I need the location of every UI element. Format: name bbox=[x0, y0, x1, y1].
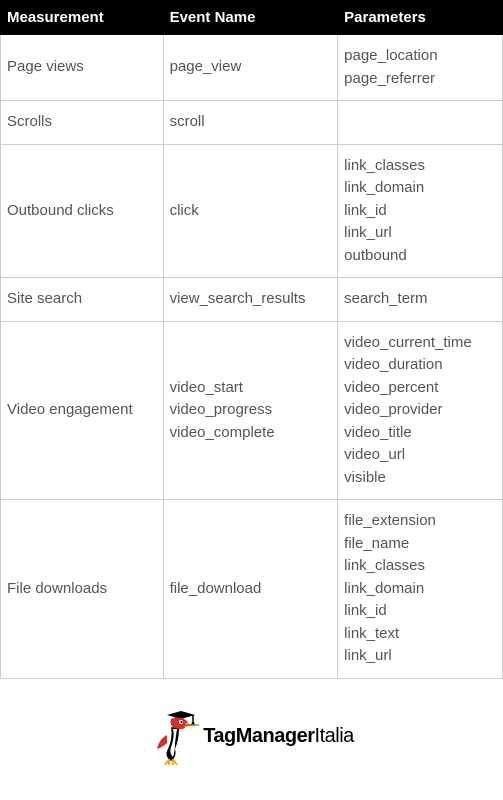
parameter-value: link_domain bbox=[344, 177, 496, 200]
parameter-value: video_percent bbox=[344, 377, 496, 400]
brand-logo: TagManagerItalia bbox=[149, 709, 354, 765]
cell-parameters bbox=[338, 101, 503, 145]
parameter-value: page_location bbox=[344, 45, 496, 68]
cell-parameters: search_term bbox=[338, 278, 503, 322]
event-name-value: file_download bbox=[170, 578, 332, 601]
cell-measurement: Video engagement bbox=[1, 321, 164, 500]
event-name-value: video_complete bbox=[170, 422, 332, 445]
cell-event-name: scroll bbox=[163, 101, 338, 145]
cell-event-name: page_view bbox=[163, 35, 338, 101]
parameter-value: video_url bbox=[344, 444, 496, 467]
cell-parameters: link_classeslink_domainlink_idlink_urlou… bbox=[338, 144, 503, 278]
col-header-measurement: Measurement bbox=[1, 1, 164, 35]
cell-parameters: file_extensionfile_namelink_classeslink_… bbox=[338, 500, 503, 679]
cell-measurement: Page views bbox=[1, 35, 164, 101]
table-row: Page views page_view page_locationpage_ref… bbox=[1, 35, 503, 101]
cell-measurement: Scrolls bbox=[1, 101, 164, 145]
brand-text-light: Italia bbox=[315, 725, 354, 747]
parameter-value: file_name bbox=[344, 533, 496, 556]
table-row: Scrolls scroll bbox=[1, 101, 503, 145]
parameter-value: video_duration bbox=[344, 354, 496, 377]
parameter-value: outbound bbox=[344, 245, 496, 268]
event-name-value: view_search_results bbox=[170, 288, 332, 311]
table-row: File downloads file_download file_extensio… bbox=[1, 500, 503, 679]
parameter-value: link_text bbox=[344, 623, 496, 646]
cell-event-name: click bbox=[163, 144, 338, 278]
table-header-row: Measurement Event Name Parameters bbox=[1, 1, 503, 35]
event-name-value: video_progress bbox=[170, 399, 332, 422]
parameter-value: video_title bbox=[344, 422, 496, 445]
event-name-value: page_view bbox=[170, 56, 332, 79]
cell-measurement: File downloads bbox=[1, 500, 164, 679]
parameter-value: video_provider bbox=[344, 399, 496, 422]
woodpecker-icon bbox=[149, 709, 199, 765]
cell-parameters: video_current_timevideo_durationvideo_pe… bbox=[338, 321, 503, 500]
col-header-event-name: Event Name bbox=[163, 1, 338, 35]
cell-event-name: video_startvideo_progressvideo_complete bbox=[163, 321, 338, 500]
parameter-value: link_id bbox=[344, 600, 496, 623]
parameter-value: file_extension bbox=[344, 510, 496, 533]
cell-event-name: view_search_results bbox=[163, 278, 338, 322]
parameter-value: video_current_time bbox=[344, 332, 496, 355]
brand-text: TagManagerItalia bbox=[203, 725, 354, 748]
event-name-value: click bbox=[170, 200, 332, 223]
table-row: Site search view_search_results search_ter… bbox=[1, 278, 503, 322]
parameter-value: link_domain bbox=[344, 578, 496, 601]
parameter-value: visible bbox=[344, 467, 496, 490]
cell-parameters: page_locationpage_referrer bbox=[338, 35, 503, 101]
brand-text-strong: TagManager bbox=[203, 725, 314, 747]
table-row: Video engagementvideo_startvideo_progres… bbox=[1, 321, 503, 500]
table-body: Page views page_view page_locationpage_ref… bbox=[1, 35, 503, 679]
logo-container: TagManagerItalia bbox=[0, 709, 503, 800]
parameter-value: link_url bbox=[344, 222, 496, 245]
event-name-value: video_start bbox=[170, 377, 332, 400]
parameter-value: link_classes bbox=[344, 155, 496, 178]
parameter-value: link_url bbox=[344, 645, 496, 668]
table-row: Outbound clicks click link_classeslink_dom… bbox=[1, 144, 503, 278]
parameter-value: search_term bbox=[344, 288, 496, 311]
event-name-value: scroll bbox=[170, 111, 332, 134]
events-table: Measurement Event Name Parameters Page v… bbox=[0, 0, 503, 679]
cell-measurement: Site search bbox=[1, 278, 164, 322]
parameter-value: page_referrer bbox=[344, 68, 496, 91]
parameter-value: link_classes bbox=[344, 555, 496, 578]
cell-measurement: Outbound clicks bbox=[1, 144, 164, 278]
col-header-parameters: Parameters bbox=[338, 1, 503, 35]
cell-event-name: file_download bbox=[163, 500, 338, 679]
parameter-value: link_id bbox=[344, 200, 496, 223]
